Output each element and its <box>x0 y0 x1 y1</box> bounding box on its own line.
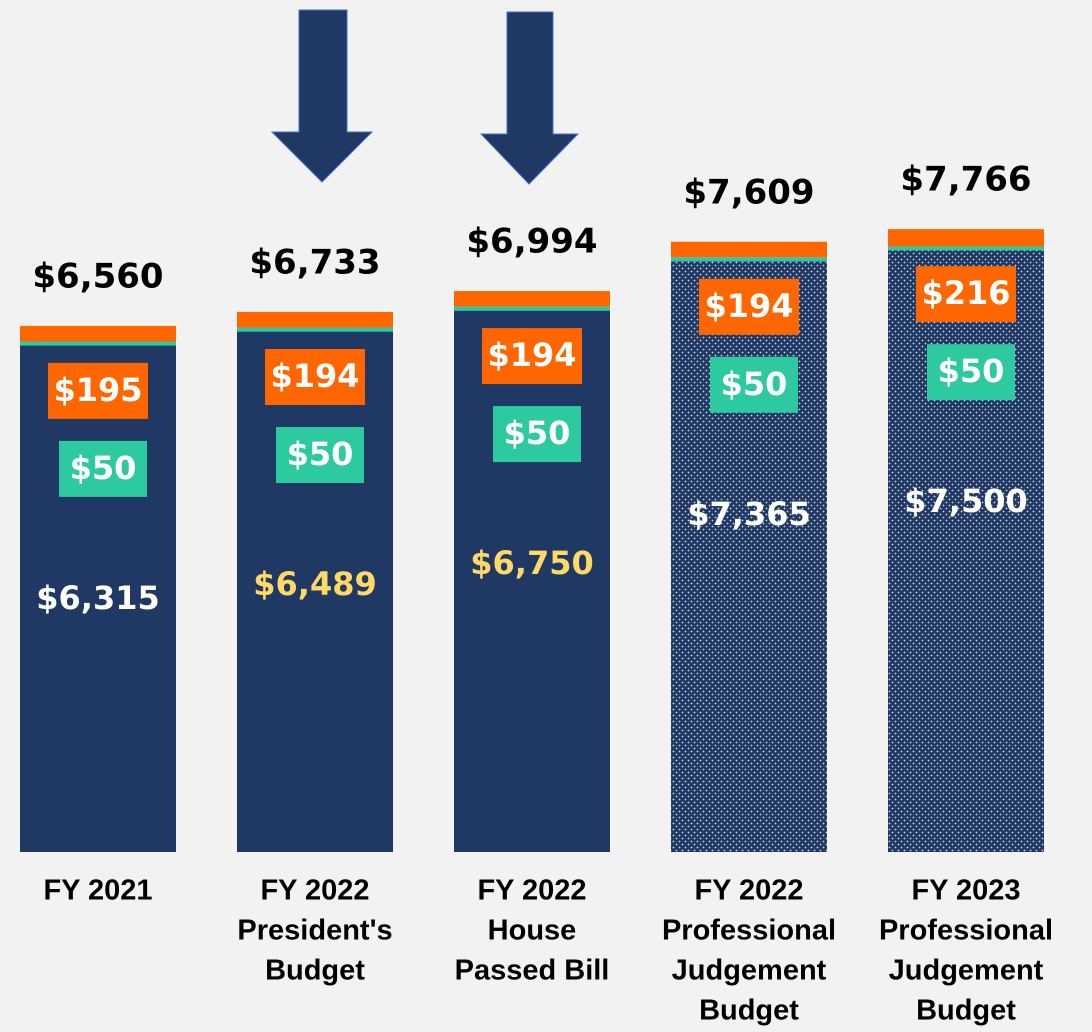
x-tick-label: FY 2022 <box>477 875 586 907</box>
label-box <box>710 356 798 413</box>
x-tick-label: Professional <box>662 915 836 947</box>
bar-segment <box>20 345 176 852</box>
bar-segment <box>888 246 1044 251</box>
segment-label: $50 <box>287 435 354 473</box>
bar-segment <box>454 310 610 852</box>
x-tick-label: Budget <box>699 995 799 1027</box>
x-tick-label: FY 2022 <box>260 875 369 907</box>
segment-label: $50 <box>504 414 571 452</box>
segment-label: $194 <box>704 287 793 325</box>
bar-segment <box>454 291 610 307</box>
segment-label: $50 <box>70 449 137 487</box>
segment-label: $194 <box>487 336 576 374</box>
x-tick-label: Judgement <box>889 955 1044 987</box>
segment-label: $50 <box>938 352 1005 390</box>
x-tick-label: Passed Bill <box>455 955 610 987</box>
label-box <box>265 349 365 406</box>
label-box <box>916 266 1016 323</box>
x-tick-label: Budget <box>265 955 365 987</box>
x-tick-label: Judgement <box>672 955 827 987</box>
bar-segment <box>237 312 393 328</box>
total-label: $7,609 <box>683 172 814 212</box>
bar-segment <box>20 325 176 342</box>
segment-label: $50 <box>721 365 788 403</box>
segment-label: $6,489 <box>253 565 376 603</box>
segment-label: $194 <box>270 357 359 395</box>
label-box <box>276 427 364 484</box>
segment-label: $7,500 <box>904 482 1027 520</box>
segment-label: $216 <box>921 274 1010 312</box>
bar-segment <box>20 341 176 346</box>
bar-segment <box>888 250 1044 852</box>
label-box <box>927 344 1015 401</box>
label-box <box>699 278 799 335</box>
total-label: $6,994 <box>466 222 597 262</box>
arrow <box>479 11 580 185</box>
x-tick-label: House <box>488 915 577 947</box>
x-tick-label: Budget <box>916 995 1016 1027</box>
bar-segment <box>888 229 1044 247</box>
segment-label: $195 <box>53 371 142 409</box>
total-label: $6,560 <box>32 256 163 296</box>
bar-segment <box>671 257 827 262</box>
bar-segment <box>454 306 610 311</box>
bar-segment <box>671 241 827 258</box>
total-label: $6,733 <box>249 243 380 283</box>
arrow <box>270 9 374 183</box>
bar-segment <box>237 331 393 852</box>
total-label: $7,766 <box>900 160 1031 200</box>
label-box <box>493 406 581 463</box>
label-box <box>59 440 147 497</box>
label-box <box>48 362 148 419</box>
x-tick-label: FY 2022 <box>694 875 803 907</box>
segment-label: $6,315 <box>36 579 159 617</box>
x-tick-label: FY 2021 <box>43 875 152 907</box>
segment-label: $7,365 <box>687 495 810 533</box>
segment-label: $6,750 <box>470 544 593 582</box>
x-tick-label: FY 2023 <box>911 875 1020 907</box>
bar-segment <box>237 327 393 332</box>
x-tick-label: Professional <box>879 915 1053 947</box>
bar-segment <box>671 261 827 852</box>
label-box <box>482 328 582 385</box>
x-tick-label: President's <box>237 915 392 947</box>
